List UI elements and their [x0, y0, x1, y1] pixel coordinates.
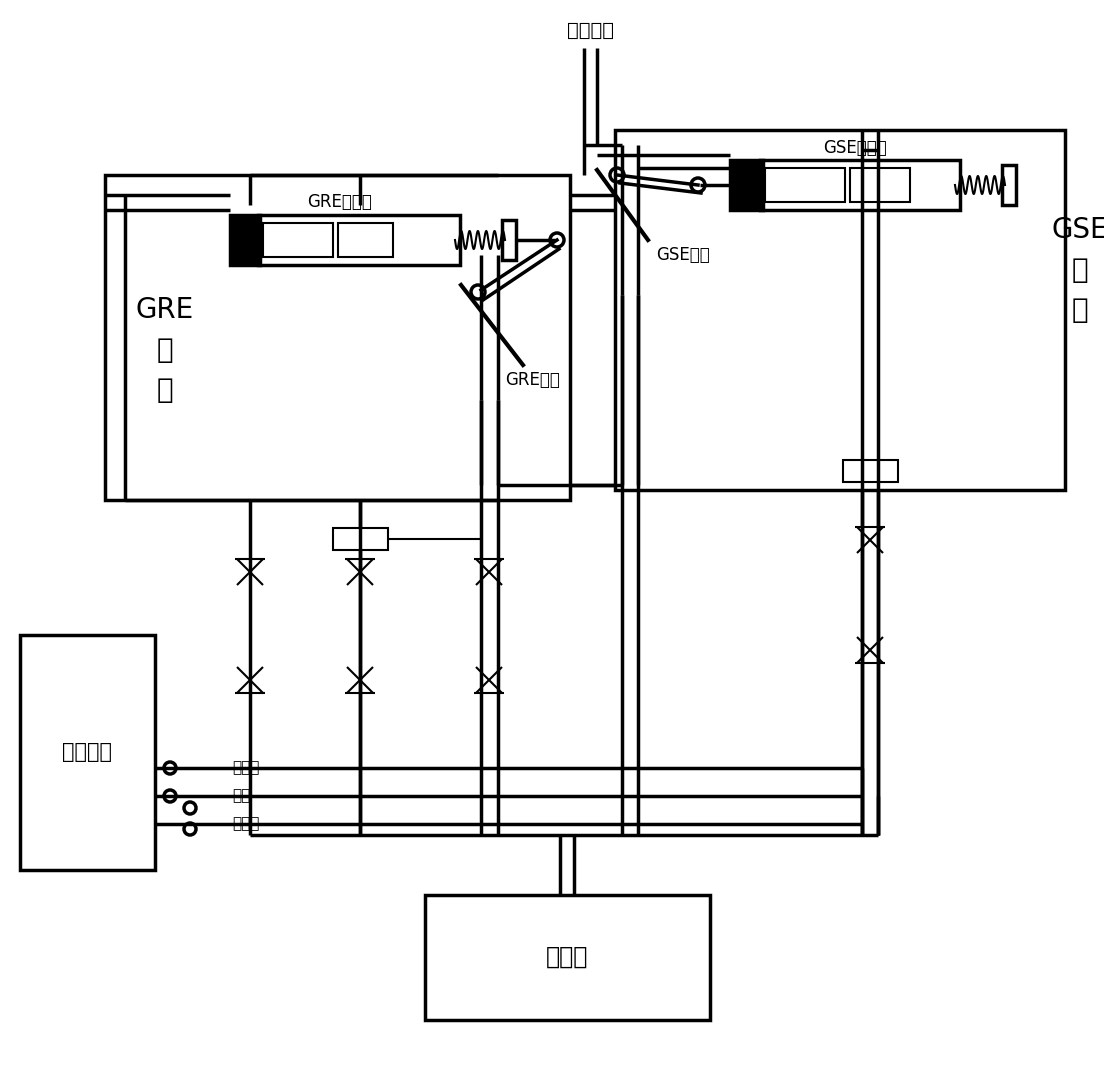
Bar	[20, 635, 155, 870]
Bar	[1002, 165, 1016, 205]
Text: GRE: GRE	[136, 296, 194, 324]
Bar	[850, 168, 910, 203]
Text: GSE阀门: GSE阀门	[656, 246, 710, 264]
Bar	[258, 216, 460, 265]
Text: 油路系统: 油路系统	[62, 742, 112, 762]
Bar	[730, 160, 763, 210]
Text: 动力油: 动力油	[232, 817, 259, 832]
Text: 元: 元	[1072, 296, 1089, 324]
Text: GRE油动机: GRE油动机	[308, 193, 372, 211]
Bar	[263, 223, 333, 257]
Bar	[843, 460, 898, 482]
Bar	[425, 895, 710, 1020]
Bar	[230, 216, 261, 265]
Bar	[502, 220, 516, 260]
Text: 元: 元	[157, 376, 173, 404]
Text: GSE: GSE	[1052, 216, 1104, 244]
Bar	[615, 130, 1065, 490]
Text: 保护油: 保护油	[232, 760, 259, 775]
Bar	[760, 160, 960, 210]
Bar	[333, 529, 388, 550]
Bar	[338, 223, 393, 257]
Bar	[105, 175, 570, 500]
Text: 蒸汽机: 蒸汽机	[545, 945, 588, 969]
Text: GSE油动机: GSE油动机	[824, 139, 887, 157]
Text: GRE阀门: GRE阀门	[505, 371, 560, 389]
Text: 单: 单	[157, 336, 173, 364]
Text: 单: 单	[1072, 256, 1089, 284]
Text: 蒸汽管道: 蒸汽管道	[566, 21, 614, 39]
Text: 回油: 回油	[232, 788, 251, 804]
Bar	[765, 168, 845, 203]
